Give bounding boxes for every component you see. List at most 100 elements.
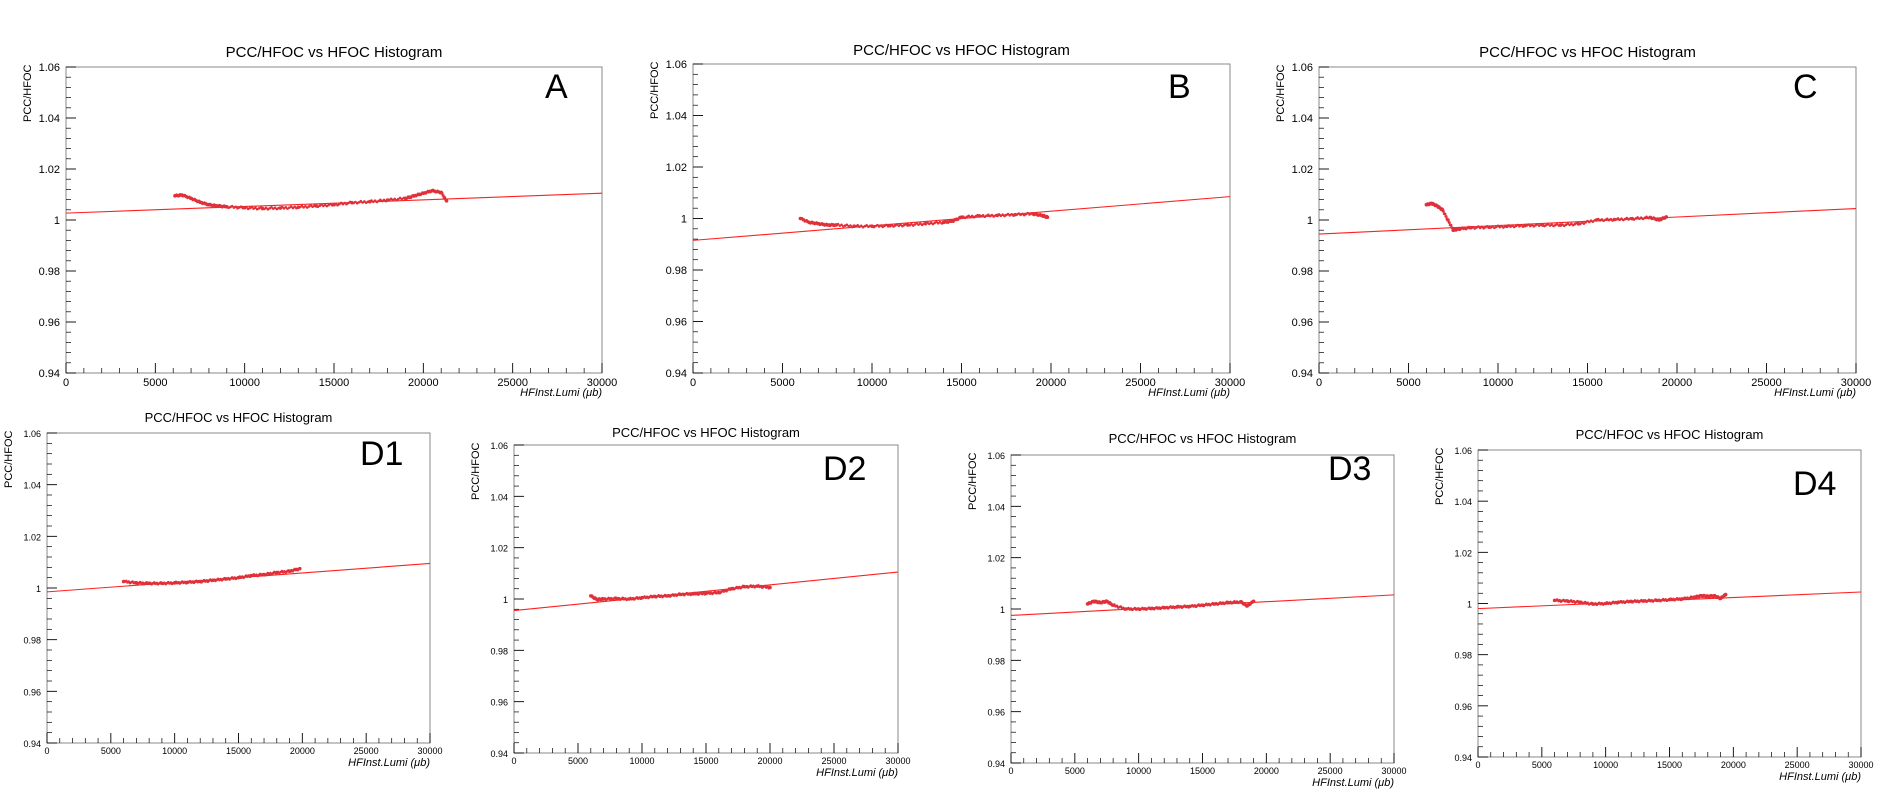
- x-tick-label: 5000: [143, 377, 167, 389]
- fit-line: [513, 571, 899, 612]
- y-tick-label: 1.04: [987, 502, 1005, 512]
- data-point: [1511, 224, 1514, 227]
- panel-label: B: [1168, 68, 1191, 106]
- plot-area: 0.94 0.96 0.98 1 1.02 1.04 1.06 0 5000 10000 15000…: [39, 62, 618, 389]
- data-point: [856, 223, 859, 227]
- plot-frame: [1010, 454, 1395, 764]
- y-tick-label: 1.04: [1454, 497, 1472, 507]
- x-tick-label: 25000: [497, 377, 528, 389]
- y-tick-label: 0.98: [23, 636, 41, 646]
- y-tick-label: 1: [681, 214, 687, 226]
- data-point: [1591, 220, 1595, 223]
- data-point: [1001, 213, 1004, 217]
- data-point: [443, 196, 447, 199]
- y-tick-label: 1.02: [490, 544, 508, 554]
- data-point: [250, 205, 254, 209]
- panel-label: C: [1793, 68, 1818, 106]
- data-point: [987, 213, 990, 217]
- y-tick-label: 1.04: [490, 492, 508, 502]
- data-point: [1006, 212, 1010, 216]
- x-tick-label: 20000: [1721, 760, 1746, 770]
- data-point: [849, 224, 852, 227]
- chart-title: PCC/HFOC vs HFOC Histogram: [1108, 431, 1297, 446]
- x-axis-label: HFInst.Lumi (μb): [816, 767, 898, 779]
- data-point: [1605, 217, 1609, 221]
- x-tick-label: 5000: [101, 746, 121, 756]
- x-tick-label: 25000: [1751, 377, 1782, 389]
- data-point: [239, 205, 243, 208]
- data-point: [1584, 220, 1588, 224]
- chart-panel-d4: PCC/HFOC vs HFOC Histogram PCC/HFOC HFInst…: [1434, 412, 1889, 797]
- y-tick-label: 0.96: [1454, 702, 1472, 712]
- x-tick-label: 30000: [1381, 766, 1406, 776]
- chart-title: PCC/HFOC vs HFOC Histogram: [1575, 427, 1764, 442]
- data-point: [284, 206, 288, 209]
- data-point: [865, 223, 868, 227]
- x-tick-label: 20000: [1036, 377, 1067, 389]
- plot-frame: [65, 66, 603, 374]
- data-point: [234, 205, 238, 209]
- panel-label: D1: [360, 435, 404, 473]
- y-tick-label: 1.02: [987, 554, 1005, 564]
- panel-label: D3: [1328, 450, 1372, 488]
- data-point: [1496, 224, 1500, 228]
- x-tick-label: 15000: [319, 377, 350, 389]
- data-point: [1045, 215, 1050, 220]
- chart-title: PCC/HFOC vs HFOC Histogram: [225, 44, 443, 61]
- data-point: [1587, 220, 1591, 224]
- data-point: [289, 205, 293, 208]
- x-tick-label: 10000: [162, 746, 187, 756]
- data-point: [442, 194, 445, 197]
- data-point: [273, 206, 277, 210]
- y-tick-label: 1.06: [490, 441, 508, 451]
- data-point: [885, 223, 888, 227]
- y-tick-label: 0.96: [490, 698, 508, 708]
- chart-panel-d3: PCC/HFOC vs HFOC Histogram PCC/HFOC HFInst…: [966, 415, 1424, 803]
- data-point: [1017, 212, 1021, 215]
- y-tick-label: 0.94: [1292, 368, 1313, 380]
- x-tick-label: 5000: [568, 756, 588, 766]
- plot-area: 0.94 0.96 0.98 1 1.02 1.04 1.06 0 5000 10000 15000…: [490, 441, 910, 766]
- y-tick-label: 1.06: [39, 62, 60, 74]
- y-tick-label: 1.06: [666, 59, 687, 71]
- x-tick-label: 15000: [946, 377, 977, 389]
- x-tick-label: 0: [44, 746, 49, 756]
- data-point: [895, 223, 899, 226]
- x-tick-label: 25000: [354, 746, 379, 756]
- y-tick-label: 1: [36, 584, 41, 594]
- y-tick-label: 0.94: [987, 759, 1005, 769]
- data-point: [1582, 222, 1586, 225]
- y-tick-label: 1.06: [1292, 62, 1313, 74]
- data-point: [1625, 216, 1629, 220]
- y-tick-label: 1: [1467, 600, 1472, 610]
- y-tick-label: 1.02: [1292, 164, 1313, 176]
- x-tick-label: 0: [63, 377, 69, 389]
- x-tick-label: 30000: [1215, 377, 1246, 389]
- data-point: [444, 199, 449, 203]
- y-tick-label: 1.02: [39, 164, 60, 176]
- x-tick-label: 15000: [1572, 377, 1603, 389]
- data-point: [1442, 210, 1445, 213]
- data-point: [1447, 218, 1450, 222]
- y-tick-label: 0.94: [490, 749, 508, 759]
- y-tick-label: 1: [503, 595, 508, 605]
- data-point: [859, 224, 863, 228]
- data-point: [293, 205, 296, 209]
- x-tick-label: 20000: [757, 756, 782, 766]
- x-tick-label: 5000: [770, 377, 794, 389]
- data-point: [1527, 223, 1530, 226]
- x-tick-label: 30000: [1848, 760, 1873, 770]
- x-tick-label: 0: [690, 377, 696, 389]
- x-tick-label: 15000: [693, 756, 718, 766]
- data-point: [1600, 218, 1604, 221]
- x-tick-label: 30000: [417, 746, 442, 756]
- x-tick-label: 10000: [1126, 766, 1151, 776]
- data-point: [1500, 224, 1503, 228]
- data-point: [1021, 212, 1024, 216]
- x-tick-label: 25000: [1125, 377, 1156, 389]
- plot-area: 0.94 0.96 0.98 1 1.02 1.04 1.06 0 5000 10000 15000…: [1292, 62, 1872, 389]
- y-tick-label: 0.94: [23, 739, 41, 749]
- x-tick-label: 20000: [1662, 377, 1693, 389]
- x-tick-label: 30000: [587, 377, 618, 389]
